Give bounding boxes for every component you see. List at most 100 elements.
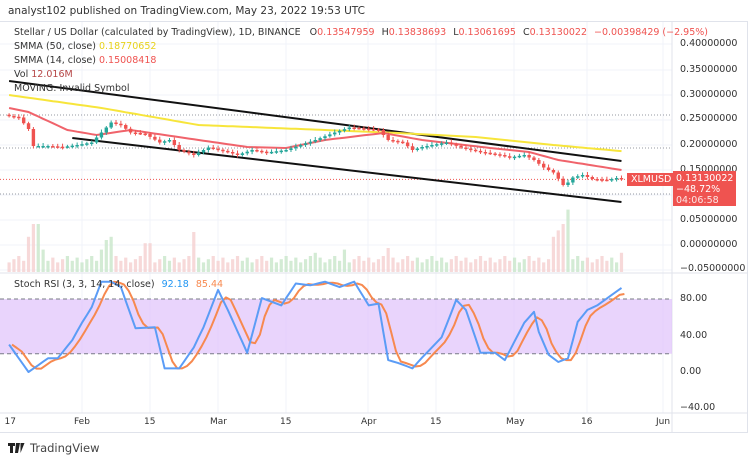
volume-bar [386, 248, 390, 272]
volume-bar [46, 260, 50, 272]
volume-bar [454, 256, 458, 272]
volume-bar [284, 256, 288, 272]
candle-up [439, 143, 444, 145]
candle-up [245, 151, 249, 154]
candle-up [435, 144, 439, 146]
volume-bar [60, 259, 65, 272]
volume-bar [250, 262, 254, 272]
candle-up [313, 140, 317, 142]
volume-bar [26, 236, 31, 272]
candle-up [294, 146, 298, 149]
volume-bar [269, 257, 274, 272]
candle-up [610, 179, 614, 181]
volume-bar [615, 262, 619, 272]
candle-up [299, 145, 303, 147]
volume-bar [124, 257, 128, 272]
chart-frame [0, 21, 748, 433]
candle-up [94, 137, 99, 143]
volume-bar [22, 260, 26, 272]
candle-down [235, 153, 240, 155]
volume-bar [542, 262, 546, 272]
volume-bar [294, 257, 298, 272]
smma50-label: SMMA (50, close) [14, 41, 96, 52]
volume-bar [483, 260, 487, 272]
candle-down [401, 141, 405, 144]
candle-down [561, 178, 565, 185]
volume-bar [167, 260, 172, 272]
stoch-k-line [8, 280, 623, 373]
volume-bar [260, 256, 264, 272]
candle-up [109, 122, 113, 128]
candle-up [512, 156, 517, 159]
price-tick: 0.15000000 [680, 164, 738, 175]
time-tick: May [506, 417, 525, 427]
smma50-legend[interactable]: SMMA (50, close) 0.18770652 [14, 41, 156, 52]
candle-down [503, 155, 507, 157]
time-tick: 15 [280, 417, 292, 427]
volume-bar [12, 259, 16, 272]
volume-bar [406, 256, 410, 272]
volume-bar [70, 260, 74, 272]
candle-up [323, 136, 327, 139]
candle-down [376, 129, 381, 131]
candle-up [576, 176, 580, 178]
volume-bar [299, 262, 303, 272]
volume-legend[interactable]: Vol 12.016M [14, 69, 73, 80]
volume-bar [595, 259, 599, 272]
price-tick: 0.25000000 [680, 113, 738, 124]
stoch-k-value: 92.18 [161, 279, 189, 290]
publisher-line: analyst102 published on TradingView.com,… [8, 5, 365, 17]
volume-bar [192, 232, 196, 272]
candle-down [172, 140, 177, 145]
volume-bar [556, 230, 560, 272]
candle-down [255, 150, 259, 152]
volume-bar [265, 260, 269, 272]
volume-bar [537, 257, 541, 272]
candle-down [551, 170, 556, 173]
candle-up [517, 155, 522, 158]
volume-bar [503, 256, 507, 272]
smma14-value: 0.15008418 [98, 55, 157, 66]
smma14-legend[interactable]: SMMA (14, close) 0.15008418 [14, 55, 156, 66]
candle-down [454, 144, 458, 146]
volume-bar [546, 259, 551, 272]
time-tick: 17 [4, 417, 16, 427]
volume-bar [498, 259, 502, 272]
channel-lower-line [72, 137, 622, 203]
volume-bar [610, 257, 614, 272]
tradingview-logo-icon [8, 443, 25, 453]
candle-up [333, 132, 337, 135]
volume-bar [99, 249, 104, 272]
candle-down [478, 150, 483, 153]
volume-bar [488, 257, 492, 272]
candle-down [537, 160, 541, 164]
moving-legend[interactable]: MOVING: Invalid Symbol [14, 83, 130, 94]
candle-down [498, 154, 502, 156]
volume-bar [512, 257, 517, 272]
candle-up [279, 150, 283, 153]
volume-bar [435, 260, 439, 272]
volume-bar [566, 209, 570, 272]
candle-down [31, 129, 36, 146]
volume-bar [401, 259, 405, 272]
candle-down [26, 123, 31, 129]
volume-bar [619, 252, 624, 272]
tradingview-logo[interactable]: TradingView [8, 441, 99, 455]
volume-bar [469, 262, 473, 272]
volume-bar [352, 259, 356, 272]
candle-down [493, 153, 497, 155]
symbol-tag: XLMUSD [627, 173, 676, 186]
volume-bar [376, 259, 381, 272]
candle-down [143, 133, 147, 135]
candle-down [21, 117, 26, 124]
candle-up [104, 127, 108, 133]
candle-up [337, 130, 342, 133]
volume-bar [605, 260, 609, 272]
volume-bar [580, 260, 585, 272]
candle-up [274, 151, 279, 153]
candle-up [196, 152, 201, 155]
brand-name: TradingView [30, 441, 100, 455]
volume-bar [420, 262, 424, 272]
stoch-legend[interactable]: Stoch RSI (3, 3, 14, 14, close) 92.18 85… [14, 279, 223, 290]
